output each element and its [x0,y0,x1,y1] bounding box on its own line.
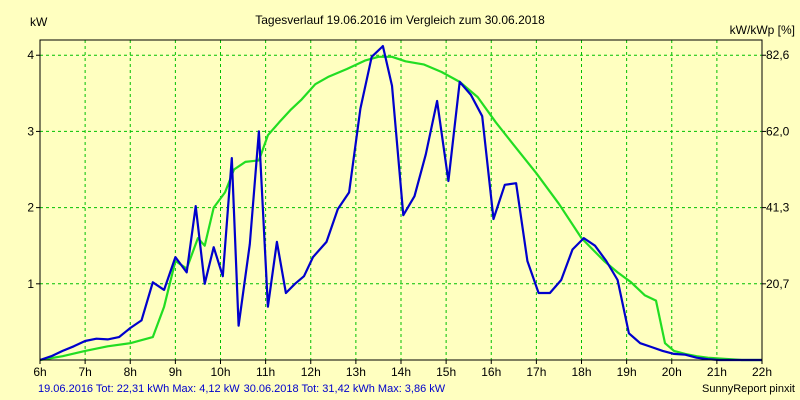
y-axis-right-label: kW/kWp [%] [730,23,795,37]
x-tick-label: 14h [391,365,411,379]
y-axis-left-label: kW [30,15,48,29]
footer-credit: SunnyReport pinxit [702,383,795,395]
x-tick-label: 6h [33,365,46,379]
x-tick-label: 20h [662,365,682,379]
x-tick-label: 18h [571,365,591,379]
y-tick-label-left: 3 [27,124,34,138]
footer-2018: 30.06.2018 Tot: 31,42 kWh Max: 3,86 kW [244,383,446,395]
y-tick-label-right: 20,7 [766,277,790,291]
chart-title: Tagesverlauf 19.06.2016 im Vergleich zum… [255,13,545,27]
footer-2016: 19.06.2016 Tot: 22,31 kWh Max: 4,12 kW [38,383,240,395]
x-tick-label: 17h [526,365,546,379]
y-tick-label-right: 62,0 [766,124,790,138]
x-tick-label: 11h [256,365,275,379]
x-tick-label: 8h [124,365,137,379]
x-tick-label: 15h [436,365,456,379]
grid [40,40,762,360]
tick-labels: 6h 7h 8h 9h 10h 11h 12h 13h 14h 15h 16h 17h 18h 19h 20… [27,48,789,379]
series-line-30.06.2018 [39,55,762,362]
x-tick-label: 12h [301,365,321,379]
y-tick-label-right: 41,3 [766,201,790,215]
y-tick-label-left: 1 [27,277,34,291]
y-tick-label-left: 4 [27,48,34,62]
x-tick-label: 9h [169,365,182,379]
x-tick-label: 7h [78,365,91,379]
x-tick-label: 21h [707,365,727,379]
x-tick-label: 19h [617,365,637,379]
series-line-19.06.2016 [39,44,762,362]
y-tick-label-left: 2 [27,201,34,215]
y-tick-label-right: 82,6 [766,48,790,62]
x-tick-label: 22h [752,365,772,379]
footer-summary: 19.06.2016 Tot: 22,31 kWh Max: 4,12 kW 30… [38,383,446,395]
series-group [39,44,762,362]
x-tick-label: 16h [481,365,501,379]
x-tick-label: 13h [346,365,366,379]
x-tick-label: 10h [210,365,230,379]
